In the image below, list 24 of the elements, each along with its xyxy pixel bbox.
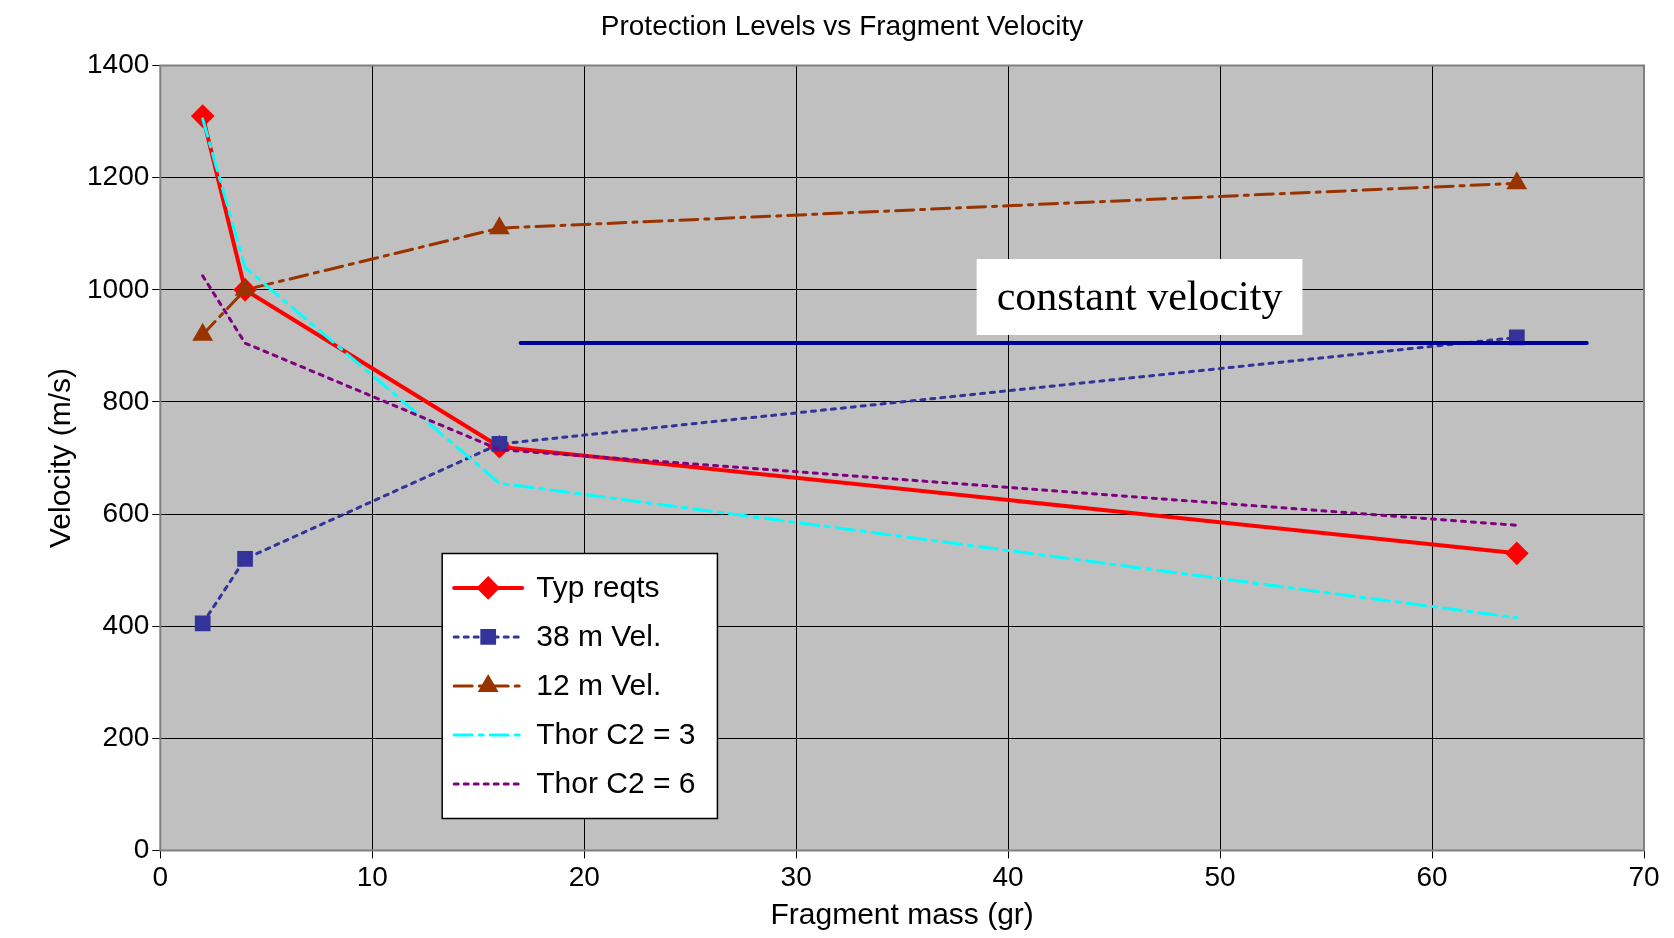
x-tick-label: 10 [356,860,388,892]
x-tick-label: 30 [780,860,812,892]
x-tick-label: 40 [992,860,1024,892]
legend-label: Thor C2 = 3 [536,717,696,751]
y-axis-title: Velocity (m/s) [43,367,77,549]
legend-label: 12 m Vel. [536,668,662,702]
x-tick-label: 20 [568,860,600,892]
y-tick-label: 1000 [86,272,150,304]
annotation: constant velocity [996,273,1283,320]
y-tick-label: 1200 [86,160,150,192]
y-tick-label: 600 [102,496,150,528]
y-tick-label: 400 [102,608,150,640]
legend-label: Typ reqts [536,570,660,604]
legend-label: Thor C2 = 6 [536,766,696,800]
x-tick-label: 50 [1204,860,1236,892]
chart-title: Protection Levels vs Fragment Velocity [600,9,1084,41]
x-tick-label: 70 [1628,860,1660,892]
y-tick-label: 1400 [86,48,150,80]
x-axis-title: Fragment mass (gr) [770,897,1034,931]
legend-label: 38 m Vel. [536,619,662,653]
y-tick-label: 800 [102,384,150,416]
y-tick-label: 0 [133,833,150,865]
y-tick-label: 200 [102,721,150,752]
x-tick-label: 60 [1416,860,1448,892]
